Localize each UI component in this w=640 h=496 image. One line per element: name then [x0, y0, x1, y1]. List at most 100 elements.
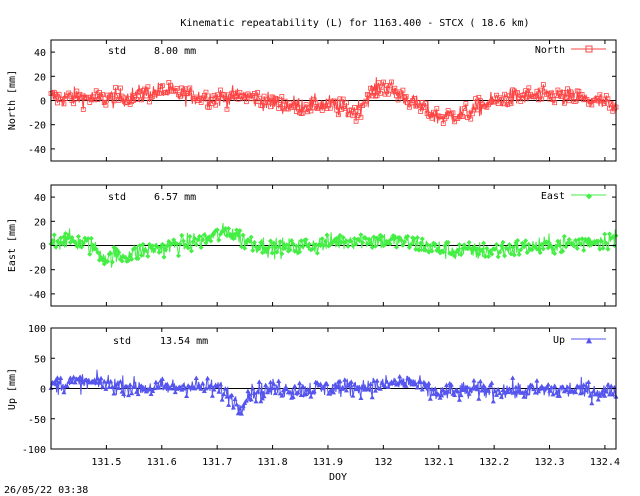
up-y-tick-label: -100	[22, 445, 46, 456]
up-point	[203, 385, 209, 391]
north-point	[164, 89, 170, 95]
east-point	[500, 239, 506, 245]
x-tick-label: 132.2	[479, 457, 509, 468]
east-point	[581, 247, 587, 253]
east-point	[511, 252, 517, 258]
east-point	[272, 244, 278, 250]
north-point	[342, 105, 348, 111]
up-point	[247, 391, 253, 397]
up-point	[98, 375, 104, 381]
east-point	[143, 248, 149, 254]
north-point	[242, 94, 248, 100]
up-point	[256, 379, 262, 384]
north-point	[418, 109, 424, 114]
up-point	[476, 396, 482, 401]
north-point	[126, 96, 131, 102]
east-point	[163, 247, 169, 253]
east-point	[298, 238, 304, 244]
up-y-ticks: 100 50 0 -50 -100	[22, 324, 616, 456]
x-tick-label: 131.8	[258, 457, 288, 468]
east-point	[429, 248, 435, 254]
north-point	[206, 105, 212, 110]
north-point	[419, 100, 425, 105]
north-point	[540, 82, 546, 87]
north-point	[376, 80, 382, 86]
east-point	[277, 239, 283, 245]
east-point	[544, 239, 550, 245]
up-point	[321, 384, 327, 389]
east-point	[440, 249, 446, 255]
north-point	[398, 93, 404, 99]
east-point	[216, 237, 222, 243]
up-point	[284, 386, 290, 392]
north-point	[505, 102, 511, 107]
east-y-tick-label: 0	[40, 242, 46, 253]
north-point	[274, 97, 280, 103]
up-point	[297, 380, 303, 386]
east-point	[458, 252, 464, 258]
up-point	[77, 374, 83, 379]
north-point	[539, 96, 545, 102]
up-point	[534, 378, 540, 383]
east-point	[293, 243, 299, 249]
up-point	[464, 384, 470, 390]
up-point	[603, 388, 609, 394]
east-point	[164, 243, 170, 249]
up-point	[531, 386, 537, 392]
up-point	[96, 378, 102, 384]
east-point	[322, 238, 328, 244]
up-point	[230, 405, 236, 410]
east-point	[324, 232, 330, 238]
up-point	[432, 386, 438, 391]
east-point	[461, 242, 467, 248]
up-point	[238, 411, 244, 416]
up-point	[150, 388, 156, 394]
up-point	[348, 379, 354, 384]
east-point	[474, 246, 480, 252]
up-panel: 100 50 0 -50 -100 Up [mm] std 13.54 mm Up ▲	[7, 324, 619, 456]
north-point	[369, 93, 375, 99]
up-point	[164, 381, 170, 387]
north-point	[553, 93, 559, 99]
up-point	[148, 391, 154, 397]
east-point	[75, 234, 81, 240]
up-point	[397, 373, 403, 379]
north-point	[159, 83, 165, 89]
up-point	[100, 384, 106, 389]
up-point	[161, 384, 167, 390]
east-point	[455, 247, 461, 253]
up-point	[261, 393, 267, 399]
chart-title: Kinematic repeatability (L) for 1163.400…	[180, 18, 529, 29]
east-point	[80, 240, 86, 246]
north-point	[109, 92, 115, 98]
east-point	[560, 248, 566, 254]
east-point	[150, 243, 156, 249]
up-point	[179, 387, 185, 392]
north-y-tick-label: 0	[40, 97, 46, 108]
up-point	[250, 385, 256, 391]
up-point	[219, 397, 225, 402]
up-point	[209, 393, 215, 398]
east-point	[523, 238, 529, 244]
north-point	[547, 96, 553, 102]
north-point	[61, 101, 67, 107]
north-point	[495, 101, 501, 106]
east-point	[135, 256, 141, 262]
east-point	[348, 238, 354, 244]
up-point	[435, 392, 441, 397]
east-point	[605, 246, 611, 252]
up-point	[117, 378, 123, 384]
north-std-value: 8.00 mm	[154, 46, 196, 57]
north-point	[461, 105, 467, 111]
north-point	[534, 88, 540, 94]
east-point	[392, 235, 398, 241]
north-point	[352, 105, 357, 110]
north-point	[363, 98, 369, 104]
east-point	[557, 242, 562, 248]
up-point	[258, 398, 264, 404]
up-point	[497, 390, 503, 396]
east-legend-label: East	[541, 191, 565, 202]
up-point	[234, 401, 240, 407]
up-point	[356, 384, 362, 390]
east-point	[456, 242, 462, 248]
